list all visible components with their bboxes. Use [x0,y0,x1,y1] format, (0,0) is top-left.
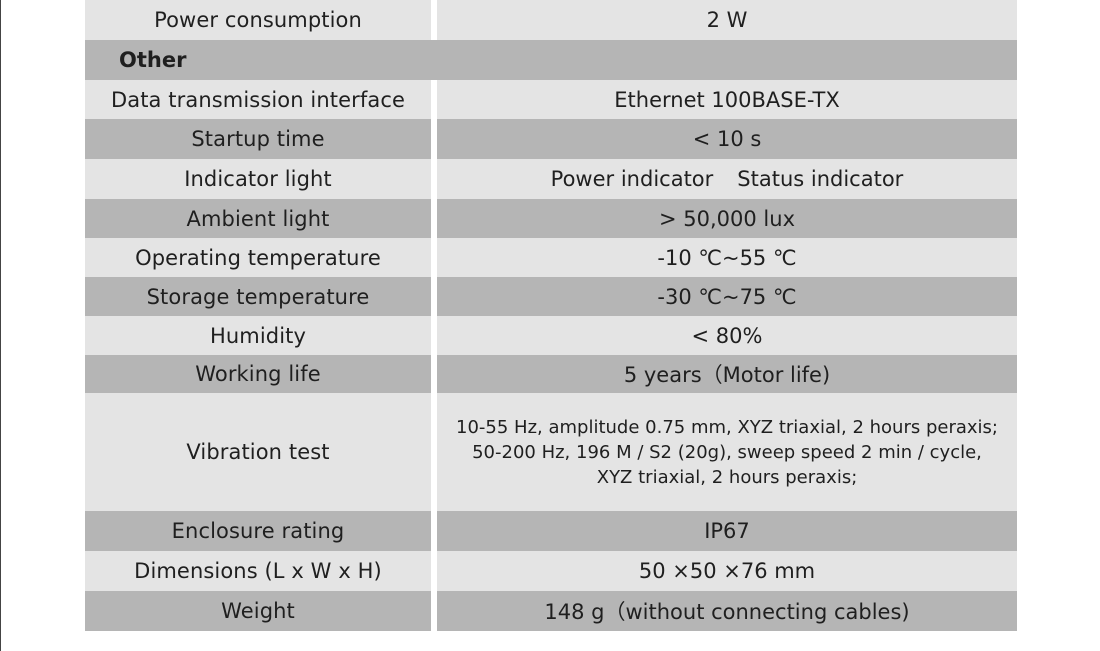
table-row-vibration-test: Vibration test 10-55 Hz, amplitude 0.75 … [85,393,1017,511]
table-row-dimensions: Dimensions (L x W x H) 50 ×50 ×76 mm [85,551,1017,591]
ambient-light-value: > 50,000 lux [437,199,1017,238]
table-row-ambient-light: Ambient light > 50,000 lux [85,199,1017,238]
operating-temperature-label: Operating temperature [85,238,431,277]
vibration-test-line-1: 10-55 Hz, amplitude 0.75 mm, XYZ triaxia… [456,416,998,438]
table-row-weight: Weight 148 g（without connecting cables) [85,591,1017,631]
ambient-light-label: Ambient light [85,199,431,238]
power-consumption-label: Power consumption [85,0,431,40]
table-row-startup-time: Startup time < 10 s [85,119,1017,159]
storage-temperature-value: -30 ℃~75 ℃ [437,277,1017,316]
storage-temperature-label: Storage temperature [85,277,431,316]
table-row-storage-temperature: Storage temperature -30 ℃~75 ℃ [85,277,1017,316]
table-row-working-life: Working life 5 years（Motor life) [85,355,1017,393]
status-indicator-text: Status indicator [737,167,904,191]
humidity-value: < 80% [437,316,1017,355]
power-consumption-value: 2 W [437,0,1017,40]
vibration-test-line-3: XYZ triaxial, 2 hours peraxis; [596,466,858,488]
working-life-label: Working life [85,355,431,393]
table-row-data-transmission: Data transmission interface Ethernet 100… [85,80,1017,119]
indicator-light-value: Power indicator Status indicator [437,159,1017,199]
table-row-indicator-light: Indicator light Power indicator Status i… [85,159,1017,199]
humidity-label: Humidity [85,316,431,355]
data-transmission-label: Data transmission interface [85,80,431,119]
specification-table: Power consumption 2 W Other Data transmi… [85,0,1017,631]
table-row-operating-temperature: Operating temperature -10 ℃~55 ℃ [85,238,1017,277]
working-life-value: 5 years（Motor life) [437,355,1017,393]
operating-temperature-value: -10 ℃~55 ℃ [437,238,1017,277]
indicator-light-label: Indicator light [85,159,431,199]
page-left-border [0,0,1,651]
startup-time-label: Startup time [85,119,431,159]
table-row-enclosure-rating: Enclosure rating IP67 [85,511,1017,551]
table-row-humidity: Humidity < 80% [85,316,1017,355]
weight-value: 148 g（without connecting cables) [437,591,1017,631]
enclosure-rating-label: Enclosure rating [85,511,431,551]
section-header-other: Other [85,40,1017,80]
vibration-test-line-2: 50-200 Hz, 196 M / S2 (20g), sweep speed… [472,441,982,463]
startup-time-value: < 10 s [437,119,1017,159]
dimensions-label: Dimensions (L x W x H) [85,551,431,591]
power-indicator-text: Power indicator [550,167,714,191]
vibration-test-label: Vibration test [85,393,431,511]
section-title: Other [119,48,187,72]
table-row-power-consumption: Power consumption 2 W [85,0,1017,40]
vibration-test-value: 10-55 Hz, amplitude 0.75 mm, XYZ triaxia… [437,393,1017,511]
weight-label: Weight [85,591,431,631]
dimensions-value: 50 ×50 ×76 mm [437,551,1017,591]
enclosure-rating-value: IP67 [437,511,1017,551]
data-transmission-value: Ethernet 100BASE-TX [437,80,1017,119]
